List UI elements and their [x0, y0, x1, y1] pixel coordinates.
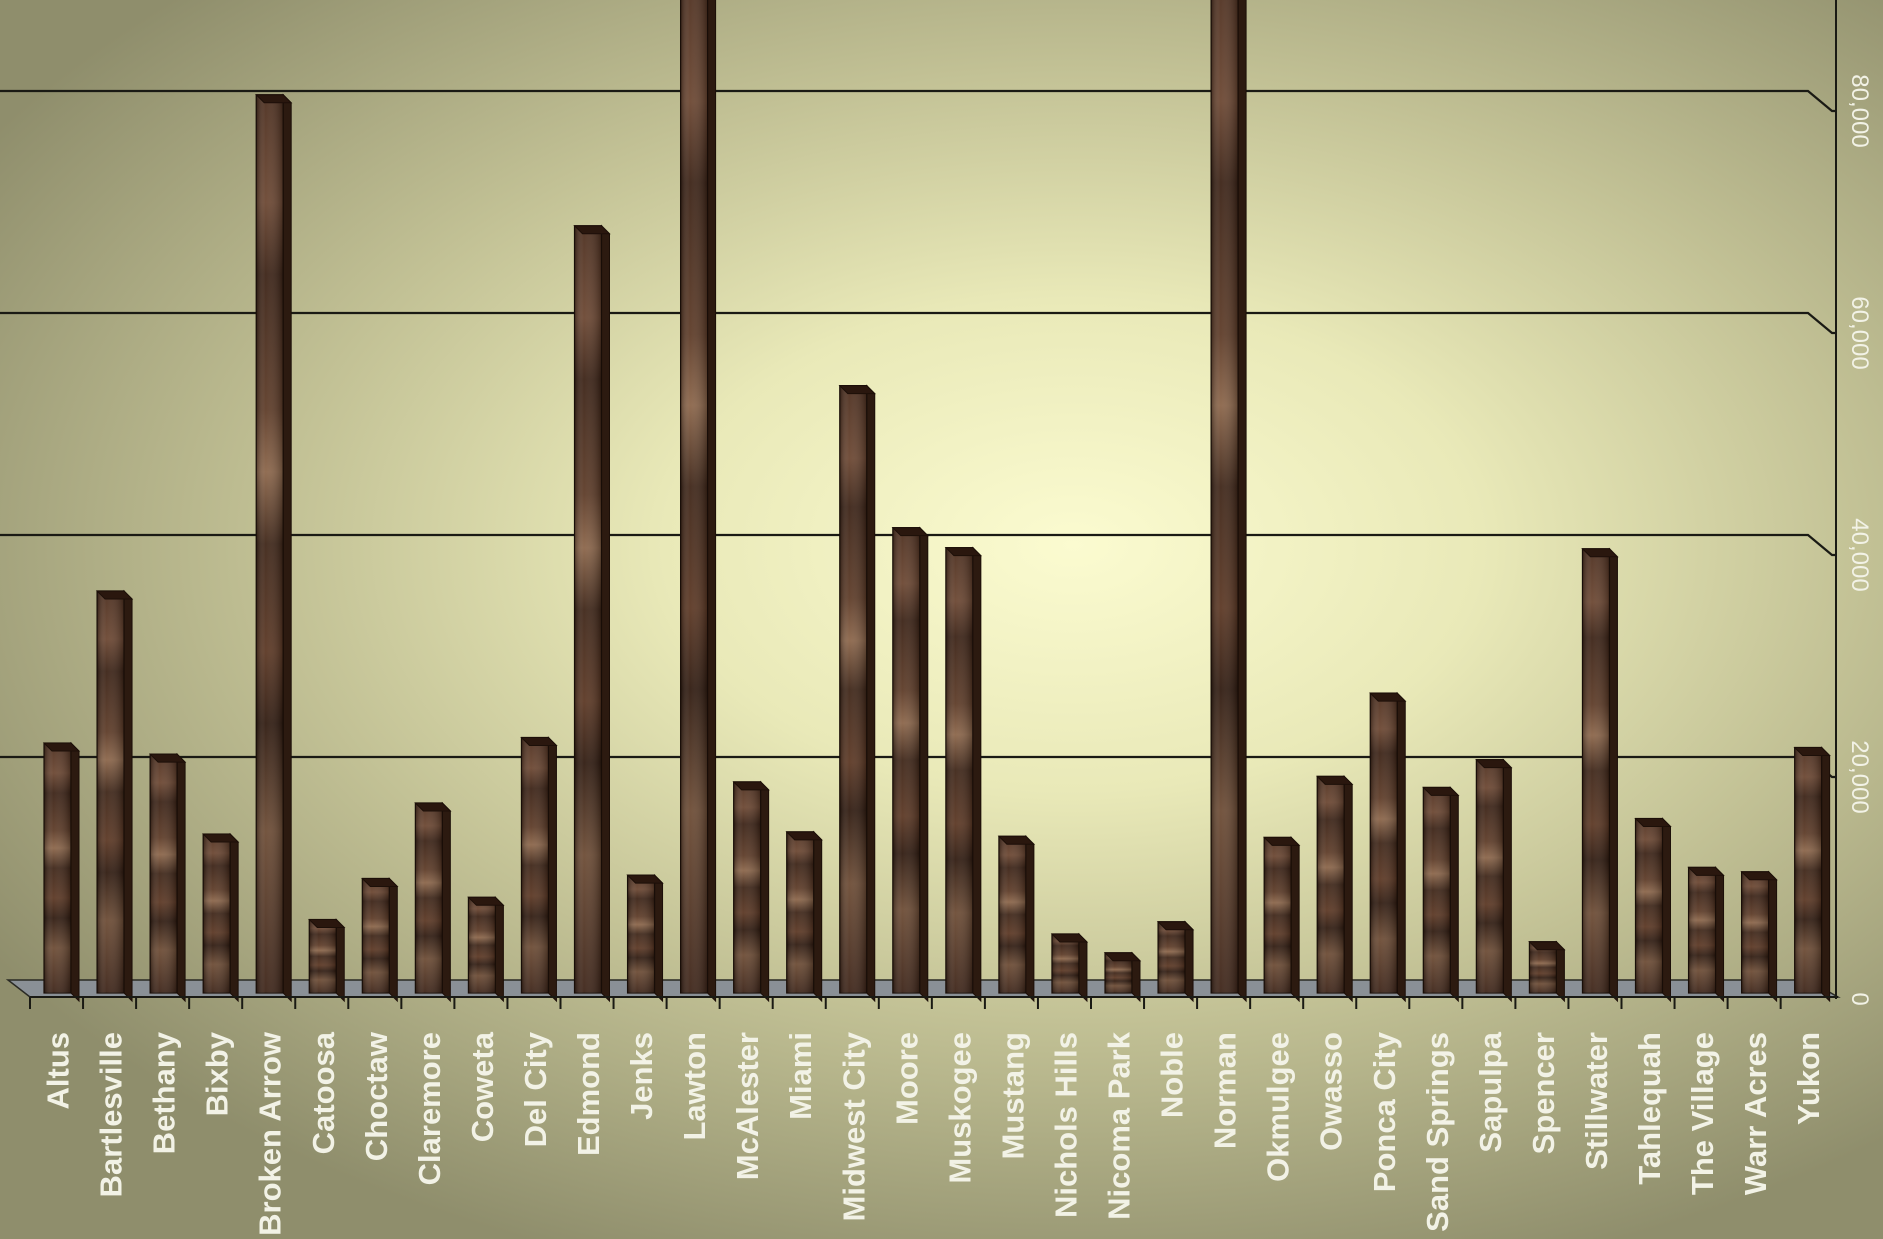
category-label: Tahlequah	[1632, 1032, 1667, 1185]
bar	[1475, 758, 1513, 1003]
bar	[1793, 746, 1831, 1003]
category-label: Bartlesville	[94, 1032, 129, 1197]
bar	[838, 384, 876, 1003]
category-label: Stillwater	[1579, 1032, 1614, 1170]
category-label: Claremore	[412, 1032, 447, 1185]
bar	[785, 830, 823, 1003]
bar	[573, 224, 611, 1003]
bar	[1581, 547, 1619, 1003]
category-label: Spencer	[1526, 1032, 1561, 1154]
category-label: Broken Arrow	[253, 1031, 288, 1236]
bar	[361, 877, 399, 1003]
bar	[520, 736, 558, 1003]
category-label: Edmond	[571, 1032, 606, 1156]
axes	[29, 0, 1838, 1009]
bar	[679, 0, 717, 1003]
bar	[1210, 0, 1247, 1003]
category-label: Ponca City	[1367, 1031, 1402, 1192]
category-label: McAlester	[730, 1032, 765, 1180]
bar	[1740, 870, 1778, 1003]
bar	[626, 873, 664, 1003]
category-label: Mustang	[995, 1032, 1030, 1159]
bar	[1156, 920, 1195, 1003]
category-label: Bixby	[200, 1031, 235, 1116]
category-label: Jenks	[624, 1032, 659, 1120]
category-label: Coweta	[465, 1031, 500, 1142]
bar	[467, 896, 505, 1003]
category-label: Altus	[41, 1032, 76, 1110]
bar	[944, 546, 983, 1003]
bar	[891, 526, 930, 1003]
y-tick-label: 40,000	[1846, 518, 1873, 591]
y-tick-labels: 0 20,000 40,000 60,000 80,000	[1846, 74, 1873, 1005]
category-label: Norman	[1208, 1032, 1243, 1149]
category-label: Choctaw	[359, 1031, 394, 1161]
y-tick-label: 60,000	[1846, 296, 1873, 369]
category-label: Nicoma Park	[1102, 1031, 1137, 1220]
bar	[1103, 951, 1142, 1003]
category-label: Noble	[1155, 1032, 1190, 1118]
category-label: Sapulpa	[1473, 1031, 1508, 1152]
category-label: Miami	[783, 1032, 818, 1120]
category-label: Okmulgee	[1261, 1032, 1296, 1182]
bar	[308, 918, 346, 1003]
category-label: Muskogee	[942, 1032, 977, 1184]
bar	[1315, 775, 1354, 1003]
bar	[732, 780, 770, 1003]
bar	[254, 93, 293, 1003]
y-tick-label: 80,000	[1846, 74, 1873, 147]
gridline	[0, 311, 1836, 335]
category-label: Yukon	[1791, 1032, 1826, 1125]
bar	[1422, 786, 1460, 1003]
category-label: Moore	[889, 1032, 924, 1125]
bar	[1634, 817, 1672, 1003]
bars	[42, 0, 1831, 1003]
bar	[1528, 940, 1566, 1003]
bar	[95, 589, 134, 1003]
bar	[148, 752, 187, 1003]
category-label: Catoosa	[306, 1031, 341, 1154]
bar	[201, 832, 240, 1003]
category-label: Owasso	[1314, 1032, 1349, 1151]
category-label: Del City	[518, 1031, 553, 1147]
bar	[997, 835, 1036, 1003]
bar	[1687, 866, 1725, 1003]
bar	[414, 801, 452, 1003]
y-tick-label: 20,000	[1846, 740, 1873, 813]
category-label: Lawton	[677, 1032, 712, 1141]
bar	[42, 741, 81, 1003]
category-label: Bethany	[147, 1031, 182, 1154]
y-tick-label: 0	[1846, 992, 1873, 1005]
gridline	[0, 89, 1836, 113]
category-label: Warr Acres	[1738, 1032, 1773, 1195]
category-label: Midwest City	[836, 1031, 871, 1221]
category-label: Sand Springs	[1420, 1032, 1455, 1232]
bar	[1369, 691, 1407, 1003]
category-label: Nichols Hills	[1048, 1032, 1083, 1218]
bar	[1262, 836, 1301, 1003]
category-labels: Altus Bartlesville Bethany Bixby Broken Arro…	[41, 1031, 1827, 1236]
category-label: The Village	[1685, 1032, 1720, 1195]
bar	[1050, 932, 1089, 1003]
